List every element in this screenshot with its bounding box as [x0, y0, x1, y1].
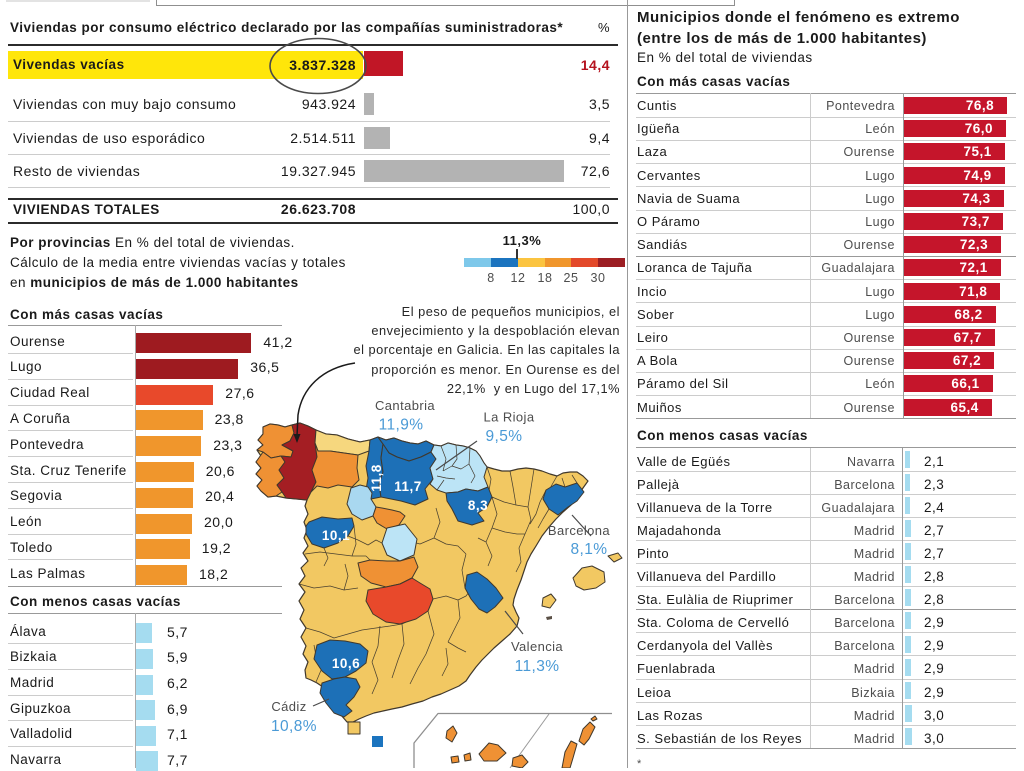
- svg-text:Cádiz: Cádiz: [271, 699, 306, 714]
- svg-text:11,7: 11,7: [394, 479, 422, 494]
- svg-text:9,5%: 9,5%: [486, 428, 523, 445]
- svg-text:10,6: 10,6: [332, 656, 360, 671]
- svg-text:8,1%: 8,1%: [571, 541, 608, 558]
- svg-text:11,8: 11,8: [369, 464, 384, 492]
- svg-text:8,3: 8,3: [468, 498, 488, 513]
- svg-text:La Rioja: La Rioja: [484, 410, 535, 425]
- svg-text:Valencia: Valencia: [511, 639, 563, 654]
- svg-text:10,8%: 10,8%: [271, 718, 317, 735]
- svg-text:11,3%: 11,3%: [515, 658, 560, 675]
- svg-text:11,9%: 11,9%: [379, 417, 424, 434]
- svg-text:Cantabria: Cantabria: [375, 398, 435, 413]
- svg-text:10,1: 10,1: [322, 528, 350, 543]
- svg-text:Barcelona: Barcelona: [548, 523, 611, 538]
